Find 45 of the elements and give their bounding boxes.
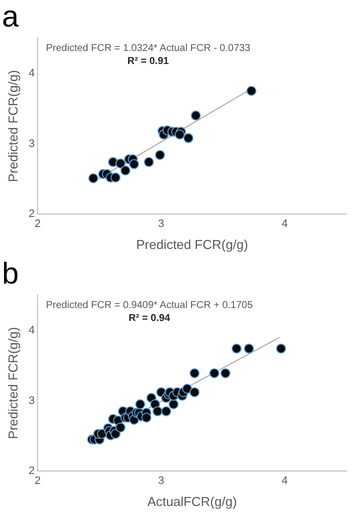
y-tick-label: 3 — [28, 138, 35, 150]
point — [190, 110, 201, 121]
point — [244, 344, 254, 354]
point — [141, 412, 152, 423]
point — [152, 406, 163, 416]
point — [276, 344, 286, 354]
point — [135, 399, 146, 410]
point — [190, 368, 200, 378]
chart-title: b — [2, 257, 19, 290]
x-tick-label: 4 — [282, 474, 288, 487]
point — [232, 344, 242, 354]
x-tick-label: 3 — [158, 218, 164, 230]
y-axis-title: Predicted FCR(g/g) — [5, 327, 20, 440]
point — [183, 133, 194, 144]
x-tick-label: 4 — [282, 218, 288, 230]
y-tick-label: 3 — [28, 394, 35, 407]
point — [120, 166, 130, 176]
point — [129, 159, 140, 170]
x-axis-title: ActualFCR(g/g) — [147, 494, 237, 509]
point — [88, 173, 98, 184]
point — [144, 157, 154, 168]
point — [115, 158, 126, 168]
point — [220, 368, 230, 378]
y-tick-label: 2 — [28, 465, 35, 478]
x-tick-label: 3 — [158, 474, 164, 487]
y-tick-label: 4 — [28, 324, 35, 336]
point — [174, 130, 185, 140]
annotation: R² = 0.91 — [127, 56, 170, 67]
chart-title: a — [2, 0, 19, 34]
y-tick-label: 2 — [28, 208, 35, 220]
point — [168, 399, 179, 410]
point — [115, 422, 126, 433]
annotation: Predicted FCR = 1.0324* Actual FCR - 0.0733 — [46, 42, 251, 54]
point — [246, 86, 256, 96]
point — [190, 387, 200, 398]
point — [110, 172, 121, 183]
point — [110, 428, 121, 439]
point — [209, 368, 220, 378]
annotation: R² = 0.94 — [128, 312, 171, 324]
point — [161, 406, 172, 416]
x-axis-title: Predicted FCR(g/g) — [136, 236, 248, 252]
y-tick-label: 4 — [28, 67, 35, 80]
annotation: Predicted FCR = 0.9409* Actual FCR + 0.1705 — [46, 300, 254, 311]
y-axis-title: Predicted FCR(g/g) — [5, 70, 20, 182]
point — [154, 150, 165, 160]
